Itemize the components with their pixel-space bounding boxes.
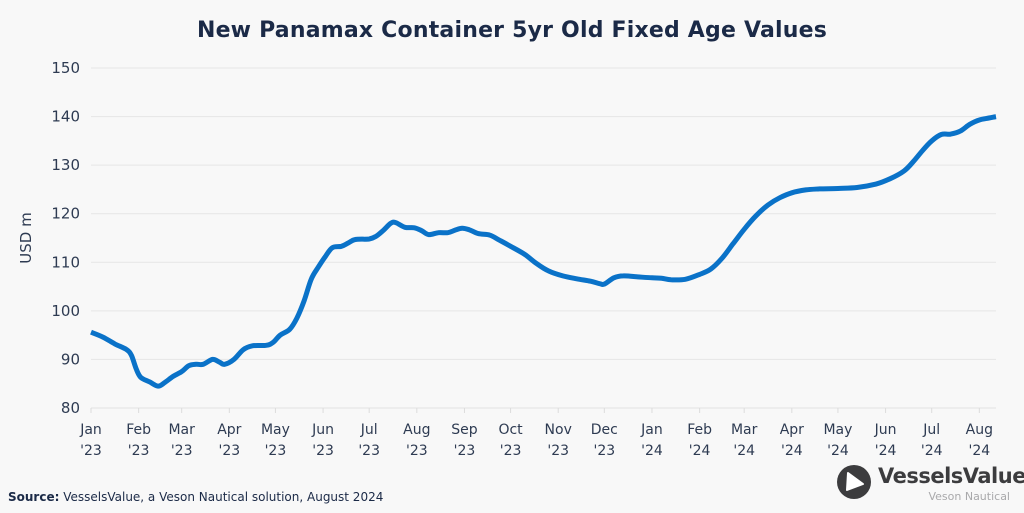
logo-name: VesselsValue: [878, 464, 1024, 488]
y-tick-label: 100: [51, 302, 80, 320]
x-tick-label: Jul '24: [921, 422, 943, 459]
y-tick-label: 150: [51, 59, 80, 77]
x-tick-label: Jun '24: [874, 422, 897, 459]
x-tick-label: Jul '23: [358, 422, 380, 459]
y-axis-label: USD m: [17, 212, 35, 263]
x-tick-label: Oct '23: [498, 422, 523, 459]
logo-triangle-icon: [837, 465, 871, 499]
x-tick-label: Aug '23: [403, 422, 430, 459]
y-tick-label: 120: [51, 205, 80, 223]
gridlines: [91, 67, 996, 360]
x-axis-ticks: Jan '23 Feb '23 Mar '23 Apr '23 May '23 Jun '23 Jul '…: [79, 408, 993, 459]
x-tick-label: Apr '24: [780, 422, 804, 459]
vesselsvalue-logo: VesselsValue Veson Nautical: [836, 462, 1024, 506]
y-axis-ticks: 80 90 100 110 120 130 140 150: [51, 59, 80, 417]
x-tick-label: Sep '23: [451, 422, 478, 459]
x-tick-label: Aug '24: [966, 422, 993, 459]
y-tick-label: 90: [61, 350, 80, 368]
series-group: [90, 114, 997, 389]
x-tick-label: Mar '23: [168, 422, 195, 459]
y-tick-label: 140: [51, 108, 80, 126]
x-tick-label: Mar '24: [731, 422, 758, 459]
chart-title: New Panamax Container 5yr Old Fixed Age …: [196, 18, 828, 43]
x-tick-label: Jan '24: [640, 422, 663, 459]
x-tick-label: May '24: [823, 422, 852, 459]
x-tick-label: Apr '23: [217, 422, 241, 459]
source-note: Source: VesselsValue, a Veson Nautical s…: [8, 490, 383, 504]
x-tick-label: Jan '23: [79, 422, 102, 459]
y-tick-label: 130: [51, 156, 80, 174]
x-tick-label: Feb '24: [687, 422, 712, 459]
y-tick-label: 110: [51, 253, 80, 271]
y-tick-label: 80: [61, 399, 80, 417]
x-tick-label: May '23: [261, 422, 290, 459]
series-line: [90, 114, 997, 389]
x-tick-label: Nov '23: [545, 422, 572, 459]
source-text: VesselsValue, a Veson Nautical solution,…: [59, 490, 384, 504]
source-label: Source:: [8, 490, 60, 504]
x-tick-label: Dec '23: [591, 422, 618, 459]
logo-subtitle: Veson Nautical: [928, 490, 1010, 503]
x-tick-label: Feb '23: [126, 422, 151, 459]
x-tick-label: Jun '23: [311, 422, 334, 459]
